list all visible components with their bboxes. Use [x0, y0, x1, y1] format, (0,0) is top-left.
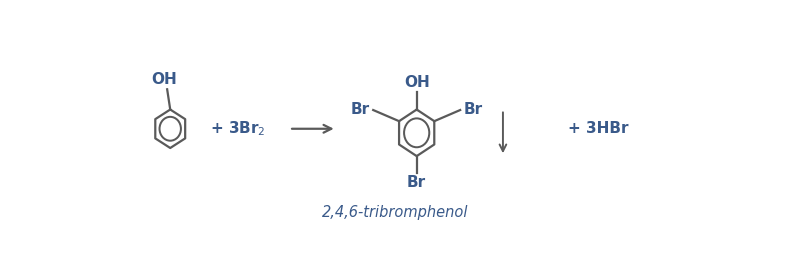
Text: 2,4,6-tribromphenol: 2,4,6-tribromphenol — [322, 205, 468, 220]
Text: Br: Br — [407, 175, 426, 190]
Text: + 3Br$_2$: + 3Br$_2$ — [210, 119, 266, 138]
Text: Br: Br — [351, 102, 370, 117]
Text: OH: OH — [151, 72, 177, 87]
Text: Br: Br — [463, 102, 483, 117]
Text: OH: OH — [404, 75, 429, 90]
Text: + 3HBr: + 3HBr — [568, 121, 628, 136]
